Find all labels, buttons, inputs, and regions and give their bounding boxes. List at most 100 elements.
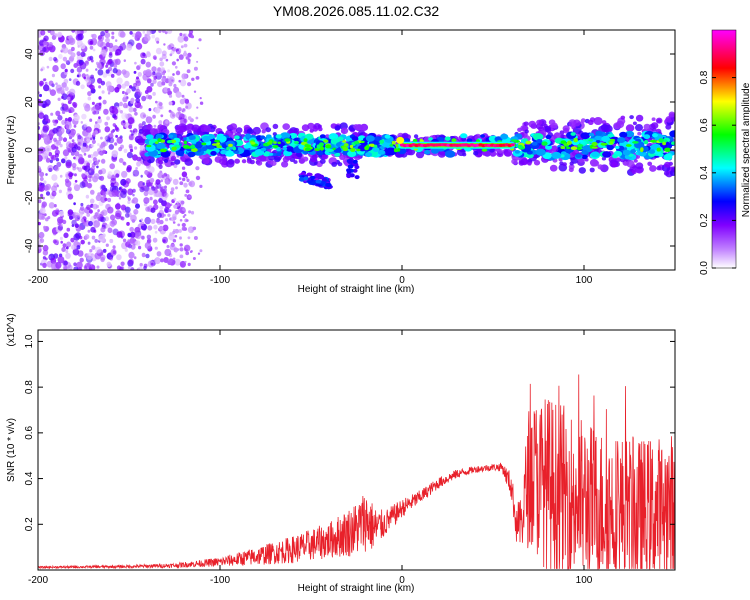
heatmap-noise-blob	[83, 76, 86, 80]
heatmap-band-halo	[252, 126, 261, 135]
heatmap-noise-blob	[67, 117, 73, 122]
heatmap-noise-blob	[45, 191, 51, 196]
heatmap-noise-blob	[154, 230, 158, 234]
heatmap-band-halo	[318, 127, 323, 132]
heatmap-noise-blob	[53, 56, 58, 62]
heatmap-speckle	[178, 177, 182, 180]
heatmap-band-halo	[334, 125, 341, 131]
heatmap-band-halo	[635, 114, 644, 122]
heatmap-noise-blob	[155, 47, 162, 55]
heatmap-noise-blob	[40, 30, 46, 36]
heatmap-noise-blob	[126, 221, 130, 226]
heatmap-noise-blob	[134, 132, 138, 136]
heatmap-band-halo	[643, 123, 651, 131]
heatmap-band-peak	[332, 147, 336, 150]
heatmap-noise-blob	[153, 199, 158, 205]
heatmap-noise-blob	[98, 234, 105, 243]
heatmap-noise-blob	[76, 39, 83, 47]
heatmap-noise-blob	[145, 61, 151, 68]
heatmap-band-halo	[528, 120, 537, 128]
heatmap-speckle	[192, 257, 196, 260]
heatmap-noise-blob	[87, 96, 92, 101]
heatmap-noise-blob	[116, 77, 123, 85]
heatmap-band-halo	[150, 128, 155, 133]
heatmap-noise-blob	[84, 234, 90, 240]
heatmap-band-core	[365, 152, 373, 158]
heatmap-noise-blob	[53, 253, 59, 259]
heatmap-noise-blob	[88, 159, 92, 164]
top-x-tick-label: -200	[28, 275, 48, 286]
heatmap-noise-blob	[48, 56, 53, 62]
heatmap-noise-blob	[147, 260, 155, 268]
heatmap-band-peak	[510, 139, 518, 142]
heatmap-noise-blob	[64, 117, 68, 122]
heatmap-speckle	[162, 70, 167, 74]
heatmap-noise-blob	[65, 161, 72, 169]
heatmap-speckle	[158, 102, 163, 107]
heatmap-speckle	[184, 213, 187, 217]
heatmap-noise-blob	[45, 157, 51, 163]
heatmap-noise-blob	[135, 42, 143, 50]
heatmap-speckle	[185, 105, 189, 109]
heatmap-branch-blob	[306, 179, 313, 184]
heatmap-noise-blob	[70, 237, 75, 243]
heatmap-band-peak	[356, 148, 361, 152]
heatmap-noise-blob	[167, 90, 173, 96]
heatmap-band-halo	[136, 156, 142, 162]
heatmap-band-core	[588, 132, 595, 137]
heatmap-noise-blob	[156, 212, 162, 219]
heatmap-noise-blob	[59, 236, 63, 241]
heatmap-band-halo	[293, 160, 298, 164]
heatmap-noise-blob	[105, 243, 109, 247]
heatmap-speckle	[196, 106, 199, 109]
heatmap-noise-blob	[109, 163, 115, 170]
heatmap-band-peak	[576, 144, 584, 148]
heatmap-band-peak	[393, 148, 399, 153]
heatmap-noise-blob	[129, 226, 134, 232]
heatmap-band-peak	[609, 141, 614, 145]
colorbar-label: Normalized spectral amplitude	[741, 82, 750, 217]
heatmap-noise-blob	[165, 120, 169, 124]
heatmap-noise-blob	[83, 221, 87, 226]
heatmap-noise-blob	[90, 226, 96, 233]
heatmap-band-core	[619, 131, 628, 138]
heatmap-speckle	[193, 90, 197, 93]
heatmap-noise-blob	[140, 58, 146, 65]
heatmap-band-peak	[349, 144, 354, 149]
heatmap-band-peak	[360, 140, 365, 144]
heatmap-noise-blob	[138, 64, 142, 67]
heatmap-noise-blob	[80, 218, 85, 223]
heatmap-noise-blob	[181, 73, 187, 80]
heatmap-branch-blob	[354, 165, 360, 170]
heatmap-band-halo	[505, 151, 511, 157]
snr-series	[38, 374, 675, 570]
heatmap-noise-blob	[89, 45, 94, 50]
heatmap-noise-blob	[92, 175, 99, 183]
heatmap-band-halo	[651, 122, 659, 129]
heatmap-noise-blob	[101, 184, 106, 191]
heatmap-noise-blob	[57, 256, 65, 264]
heatmap-band-peak	[525, 140, 532, 145]
heatmap-noise-blob	[179, 79, 187, 87]
heatmap-band-core	[581, 149, 588, 155]
heatmap-band-peak	[316, 144, 321, 149]
heatmap-noise-blob	[132, 107, 137, 112]
bottom-axis-ticks: -200 -100 0 100 0.2 0.4 0.6 0.8 1.0	[24, 330, 675, 586]
heatmap-noise-blob	[46, 65, 50, 69]
heatmap-speckle	[195, 166, 200, 171]
heatmap-band-peak	[277, 141, 281, 145]
heatmap-band-core	[244, 133, 252, 138]
heatmap-band-halo	[243, 130, 248, 135]
heatmap-noise-blob	[159, 205, 164, 210]
heatmap-noise-blob	[163, 192, 169, 198]
heatmap-band-core	[175, 149, 185, 156]
heatmap-noise-blob	[91, 101, 95, 105]
heatmap-band-core	[643, 134, 651, 140]
heatmap-noise-blob	[175, 186, 178, 190]
heatmap-speckle	[174, 228, 180, 234]
heatmap-band-halo	[597, 164, 604, 170]
heatmap-noise-blob	[43, 84, 50, 92]
heatmap-band-halo	[632, 121, 637, 126]
heatmap-noise-blob	[64, 86, 69, 91]
